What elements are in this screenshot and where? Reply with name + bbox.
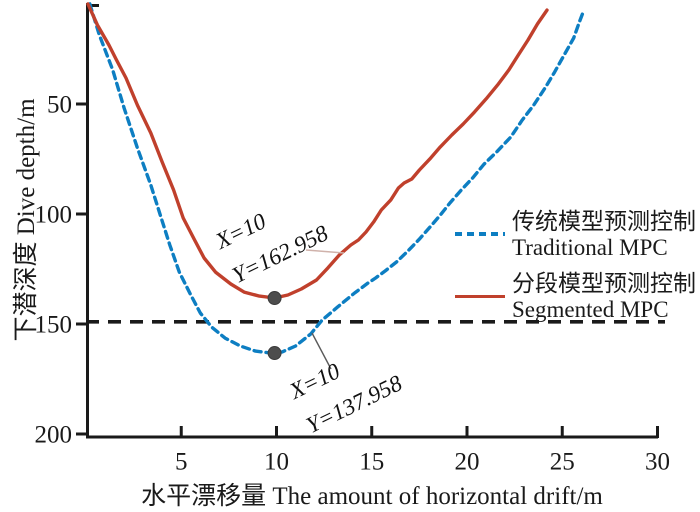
- marker-dot-traditional: [267, 346, 282, 361]
- x-axis-title: 水平漂移量 The amount of horizontal drift/m: [141, 483, 603, 510]
- legend-swatch-solid-red: [455, 294, 505, 298]
- traditional-curve: [88, 2, 585, 355]
- x-tick-label: 30: [645, 449, 670, 476]
- x-tick-label: 5: [175, 449, 188, 476]
- x-tick-label: 25: [550, 449, 575, 476]
- annotation-leader-line-upper: [305, 249, 345, 254]
- legend-item-segmented: 分段模型预测控制 Segmented MPC: [455, 270, 696, 322]
- annotation-leader-line-lower: [311, 332, 332, 370]
- x-tick-label: 15: [359, 449, 384, 476]
- legend-item-traditional: 传统模型预测控制 Traditional MPC: [455, 208, 696, 260]
- segmented-curve: [86, 2, 549, 300]
- legend-label-en: Traditional MPC: [512, 235, 668, 260]
- legend-label-en: Segmented MPC: [512, 297, 669, 322]
- x-tick-label: 10: [264, 449, 289, 476]
- y-tick-label: 50: [47, 92, 72, 119]
- legend: 传统模型预测控制 Traditional MPC 分段模型预测控制 Segmen…: [455, 208, 696, 322]
- legend-swatch-dashed-blue: [455, 232, 505, 236]
- x-tick-label: 20: [455, 449, 480, 476]
- y-tick-label: 150: [35, 312, 73, 339]
- marker-dot-segmented: [267, 291, 282, 306]
- legend-label-zh: 传统模型预测控制: [512, 209, 696, 234]
- y-axis-title: 下潜深度 Dive depth/m: [13, 98, 40, 342]
- y-tick-label: 100: [35, 202, 73, 229]
- legend-label-zh: 分段模型预测控制: [512, 271, 696, 296]
- y-tick-label: 200: [35, 422, 73, 449]
